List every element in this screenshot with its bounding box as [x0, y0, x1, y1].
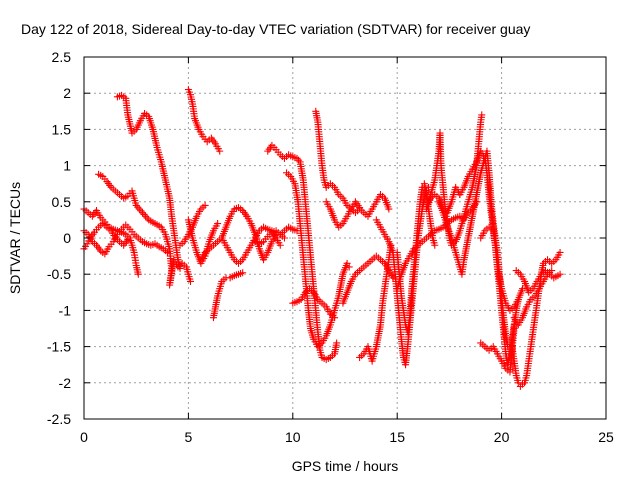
data-point — [239, 269, 247, 277]
data-point — [556, 270, 564, 278]
series-arc-20 — [356, 241, 395, 365]
y-tick-label: 2 — [63, 85, 71, 101]
series-arc-18 — [289, 285, 339, 322]
data-point — [456, 191, 464, 199]
data-point — [478, 111, 486, 119]
x-axis-title: GPS time / hours — [292, 458, 399, 474]
data-point — [83, 240, 91, 248]
data-point — [333, 339, 341, 347]
y-tick-label: -2.5 — [47, 411, 71, 427]
data-point — [135, 205, 143, 213]
data-point — [431, 241, 439, 249]
data-point — [514, 379, 522, 387]
data-point — [140, 210, 148, 218]
data-point — [216, 147, 224, 155]
data-point — [518, 285, 526, 293]
tick-labels: -2.5 -2 -1.5 -1 -0.5 0 0.5 1 1.5 2 2.5 0 5 10 15 20 25 — [47, 49, 614, 445]
data-point — [343, 259, 351, 267]
series-arc-14 — [264, 141, 341, 364]
data-point — [201, 201, 209, 209]
data-point — [85, 237, 93, 245]
data-point — [280, 234, 288, 242]
x-tick-label: 25 — [598, 429, 614, 445]
series-arc-3 — [95, 170, 194, 289]
series-arc-11 — [218, 223, 284, 267]
data-point — [124, 235, 132, 243]
y-tick-label: 0.5 — [52, 194, 72, 210]
data-point — [331, 314, 339, 322]
series-arc-10 — [197, 204, 251, 264]
series-arc-7 — [176, 201, 209, 249]
y-tick-label: -1.5 — [47, 339, 71, 355]
data-point — [134, 270, 142, 278]
series-arc-2 — [184, 86, 224, 155]
y-tick-label: -0.5 — [47, 266, 71, 282]
y-tick-label: 1.5 — [52, 121, 72, 137]
x-tick-label: 20 — [494, 429, 510, 445]
series-arc-5 — [80, 221, 172, 258]
x-tick-label: 15 — [389, 429, 405, 445]
axis-ticks — [83, 56, 607, 420]
y-tick-label: 0 — [63, 230, 71, 246]
series-arc-21 — [372, 183, 433, 369]
data-point — [143, 214, 151, 222]
y-tick-label: -1 — [59, 302, 72, 318]
data-point — [556, 248, 564, 256]
series-arc-16 — [312, 107, 393, 220]
series-arc-15 — [283, 169, 353, 351]
series-arc-30 — [512, 267, 564, 296]
data-point — [548, 267, 556, 275]
data-point — [142, 212, 150, 220]
data-point — [276, 241, 284, 249]
chart-title: Day 122 of 2018, Sidereal Day-to-day VTE… — [21, 21, 530, 37]
data-point — [356, 204, 364, 212]
data-point — [138, 209, 146, 217]
data-point — [385, 205, 393, 213]
series-arc-9 — [209, 269, 247, 322]
x-tick-label: 5 — [185, 429, 193, 445]
x-tick-label: 10 — [285, 429, 301, 445]
series-arc-1 — [113, 91, 184, 272]
y-tick-label: 1 — [63, 158, 71, 174]
series-arc-26 — [456, 147, 522, 314]
series-arc-31 — [510, 267, 556, 329]
x-tick-label: 0 — [80, 429, 88, 445]
series-arc-13 — [251, 227, 288, 248]
scatter-points — [80, 86, 564, 390]
y-tick-label: -2 — [59, 375, 72, 391]
series-arc-32 — [422, 183, 464, 217]
data-point — [345, 263, 353, 271]
data-point — [186, 277, 194, 285]
y-axis-title: SDTVAR / TECUs — [7, 182, 23, 294]
data-point — [164, 248, 172, 256]
series-arc-28 — [477, 285, 526, 376]
series-arc-17 — [322, 198, 364, 231]
data-point — [214, 220, 222, 228]
data-point — [137, 207, 145, 215]
y-tick-label: 2.5 — [52, 49, 72, 65]
